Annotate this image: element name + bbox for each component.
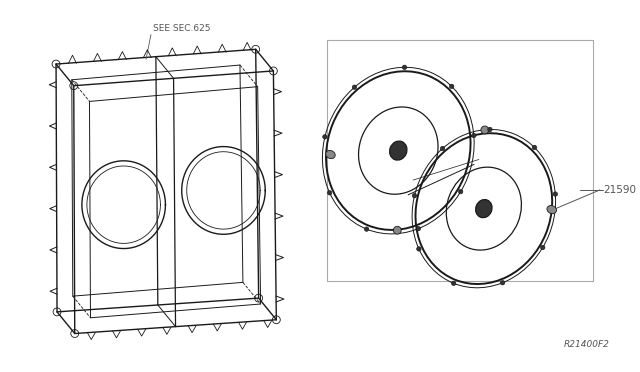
Ellipse shape xyxy=(440,146,445,151)
Ellipse shape xyxy=(403,65,407,70)
Ellipse shape xyxy=(416,227,420,231)
Ellipse shape xyxy=(332,78,465,224)
Ellipse shape xyxy=(532,145,537,150)
Ellipse shape xyxy=(364,227,369,231)
Ellipse shape xyxy=(390,141,407,160)
Ellipse shape xyxy=(394,226,401,234)
Ellipse shape xyxy=(458,189,463,194)
Ellipse shape xyxy=(553,192,557,196)
Ellipse shape xyxy=(328,190,332,195)
Ellipse shape xyxy=(500,280,505,285)
Ellipse shape xyxy=(476,199,492,218)
Text: 21590: 21590 xyxy=(603,185,636,195)
Ellipse shape xyxy=(449,84,454,89)
Text: R21400F2: R21400F2 xyxy=(564,340,610,349)
Ellipse shape xyxy=(326,150,335,158)
Ellipse shape xyxy=(488,127,492,132)
Ellipse shape xyxy=(481,126,489,134)
Ellipse shape xyxy=(417,247,421,251)
Text: SEE SEC.625: SEE SEC.625 xyxy=(153,23,211,33)
Ellipse shape xyxy=(352,85,356,89)
Ellipse shape xyxy=(451,281,456,285)
Ellipse shape xyxy=(541,245,545,250)
Ellipse shape xyxy=(323,135,327,139)
Ellipse shape xyxy=(412,193,417,198)
Ellipse shape xyxy=(547,205,557,214)
Ellipse shape xyxy=(472,133,476,138)
Ellipse shape xyxy=(421,139,547,278)
